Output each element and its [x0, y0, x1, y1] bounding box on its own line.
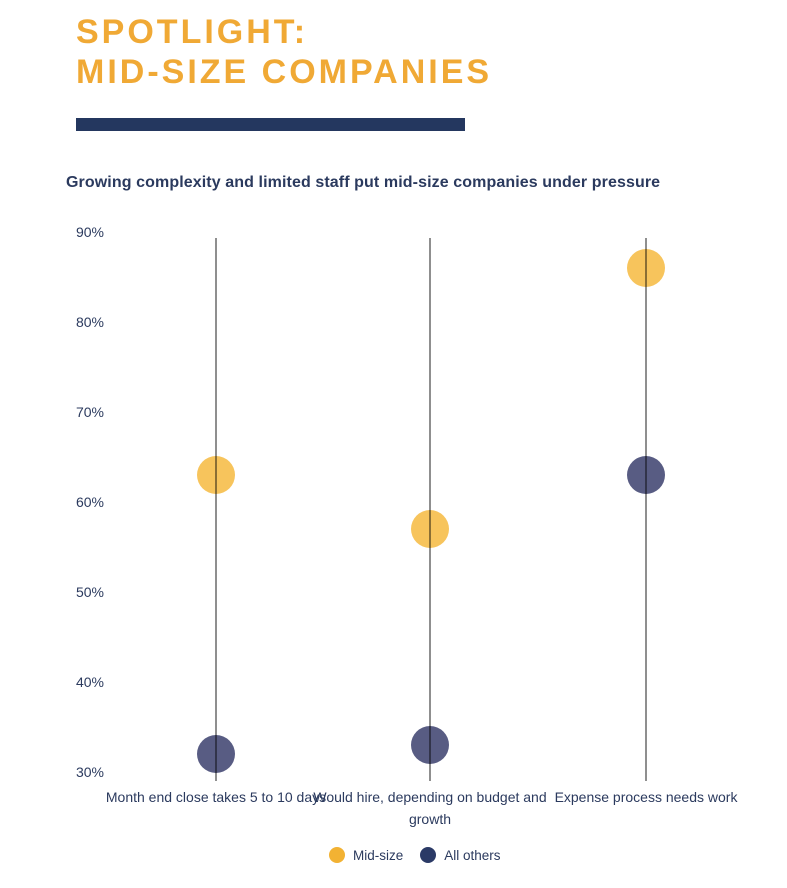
page-title-line-1: SPOTLIGHT: — [76, 13, 309, 51]
y-axis-label: 30% — [75, 764, 104, 780]
y-axis-label: 80% — [75, 314, 104, 330]
legend-label-midsize: Mid-size — [353, 847, 404, 863]
midsize-dot-icon — [329, 847, 345, 863]
category-label: Expense process needs work — [554, 789, 738, 805]
category-line — [429, 238, 431, 781]
y-axis-label: 50% — [75, 584, 104, 600]
category-label: Would hire, depending on budget and grow… — [313, 789, 547, 827]
legend-label-all-others: All others — [444, 847, 501, 863]
y-axis-label: 70% — [75, 404, 104, 420]
chart-legend: Mid-size All others — [329, 847, 501, 863]
page-title: SPOTLIGHT: MID-SIZE COMPANIES — [76, 12, 492, 92]
legend-item-midsize: Mid-size — [329, 847, 403, 863]
y-axis-label: 60% — [75, 494, 104, 510]
legend-item-all-others: All others — [420, 847, 501, 863]
all-others-dot-icon — [420, 847, 437, 863]
page-title-line-2: MID-SIZE COMPANIES — [76, 53, 493, 91]
y-axis-label: 90% — [75, 224, 104, 240]
title-underline-bar — [76, 118, 465, 131]
category-line — [215, 238, 217, 781]
chart-title: Growing complexity and limited staff put… — [66, 174, 661, 191]
y-axis-label: 40% — [75, 674, 104, 690]
category-line — [645, 238, 647, 781]
category-label: Month end close takes 5 to 10 days — [105, 789, 327, 805]
